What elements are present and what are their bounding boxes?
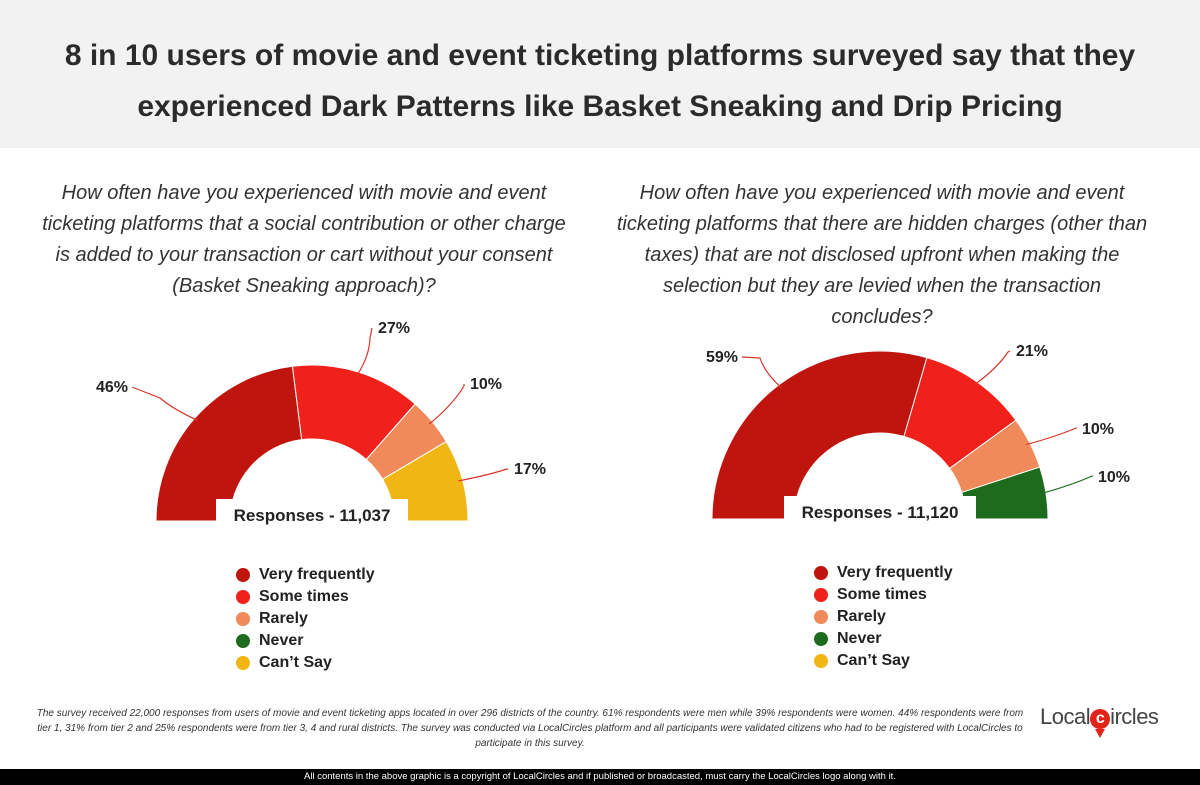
chart1-legend-label-can-t-say: Can’t Say — [259, 654, 332, 671]
logo-wordmark: Local c ircles — [1040, 704, 1159, 730]
chart2-semi-donut: 59% 21% 10% 10% Responses - 11,120 — [706, 343, 1130, 524]
chart1-legend-label-some-times: Some times — [259, 588, 349, 605]
chart1-label-can-t-say: 17% — [514, 461, 546, 478]
chart1-legend-swatch-very-frequently — [236, 568, 250, 582]
chart1-legend-item-never: Never — [236, 630, 375, 652]
chart1-legend-item-some-times: Some times — [236, 586, 375, 608]
chart2-legend-label-some-times: Some times — [837, 586, 927, 603]
logo-c-pin-icon: c — [1090, 709, 1111, 729]
chart2-legend-swatch-can-t-say — [814, 654, 828, 668]
chart2-responses-label: Responses - 11,120 — [802, 503, 959, 522]
chart2-legend: Very frequently Some times Rarely Never Can’… — [814, 562, 953, 672]
localcircles-logo: Local c ircles — [1040, 700, 1170, 748]
chart2-legend-label-very-frequently: Very frequently — [837, 564, 953, 581]
chart1-leader-line-some-times — [356, 327, 373, 377]
chart1-legend: Very frequently Some times Rarely Never Can’… — [236, 564, 375, 674]
chart2-legend-item-can-t-say: Can’t Say — [814, 650, 953, 672]
chart1-semi-donut: 46% 27% 10% 17% Responses - 11,037 — [96, 320, 546, 527]
chart1-responses-background — [216, 499, 408, 527]
chart2-legend-item-rarely: Rarely — [814, 606, 953, 628]
chart1-legend-swatch-never — [236, 634, 250, 648]
chart2-leader-line-very-frequently — [741, 356, 782, 389]
chart2-label-some-times: 21% — [1016, 343, 1048, 360]
chart1-legend-swatch-rarely — [236, 612, 250, 626]
chart2-label-never: 10% — [1098, 469, 1130, 486]
survey-footnote: The survey received 22,000 responses fro… — [36, 708, 1024, 749]
chart2-slice-never — [961, 466, 1049, 520]
chart2-legend-item-very-frequently: Very frequently — [814, 562, 953, 584]
chart1-leader-line-can-t-say — [458, 468, 508, 482]
chart1-label-some-times: 27% — [378, 320, 410, 337]
logo-pin-tail-icon — [1095, 729, 1105, 738]
chart1-label-very-frequently: 46% — [96, 379, 128, 396]
chart1-leader-line-very-frequently — [131, 386, 199, 422]
chart1-legend-swatch-can-t-say — [236, 656, 250, 670]
chart2-legend-label-rarely: Rarely — [837, 608, 886, 625]
chart2-legend-swatch-very-frequently — [814, 566, 828, 580]
chart2-question: How often have you experienced with movi… — [616, 182, 1148, 328]
chart2-legend-swatch-rarely — [814, 610, 828, 624]
chart2-leader-line-rarely — [1025, 427, 1077, 446]
chart2-label-very-frequently: 59% — [706, 349, 738, 366]
chart2-legend-item-never: Never — [814, 628, 953, 650]
chart1-leader-line-rarely — [428, 384, 465, 425]
logo-text-ircles: ircles — [1110, 704, 1159, 729]
logo-text-local: Local — [1040, 704, 1091, 729]
chart1-slice-very-frequently — [155, 365, 303, 522]
header-band: 8 in 10 users of movie and event ticketi… — [0, 0, 1200, 148]
chart2-responses-background — [784, 496, 976, 524]
page-title: 8 in 10 users of movie and event ticketi… — [64, 39, 1136, 123]
copyright-bar: All contents in the above graphic is a c… — [0, 769, 1200, 785]
chart1-legend-label-rarely: Rarely — [259, 610, 308, 627]
chart2-label-rarely: 10% — [1082, 421, 1114, 438]
chart1-legend-swatch-some-times — [236, 590, 250, 604]
chart2-legend-swatch-some-times — [814, 588, 828, 602]
chart2-legend-label-never: Never — [837, 630, 882, 647]
chart1-legend-label-very-frequently: Very frequently — [259, 566, 375, 583]
chart1-question: How often have you experienced with movi… — [42, 182, 566, 297]
chart2-leader-line-some-times — [973, 350, 1011, 386]
chart2-legend-item-some-times: Some times — [814, 584, 953, 606]
chart2-slice-very-frequently — [711, 350, 928, 520]
chart1-responses-label: Responses - 11,037 — [234, 506, 391, 525]
chart1-label-rarely: 10% — [470, 376, 502, 393]
chart1-legend-label-never: Never — [259, 632, 304, 649]
chart1-legend-item-can-t-say: Can’t Say — [236, 652, 375, 674]
chart1-legend-item-very-frequently: Very frequently — [236, 564, 375, 586]
chart1-legend-item-rarely: Rarely — [236, 608, 375, 630]
chart2-legend-swatch-never — [814, 632, 828, 646]
chart2-leader-line-never — [1041, 475, 1093, 494]
chart2-legend-label-can-t-say: Can’t Say — [837, 652, 910, 669]
